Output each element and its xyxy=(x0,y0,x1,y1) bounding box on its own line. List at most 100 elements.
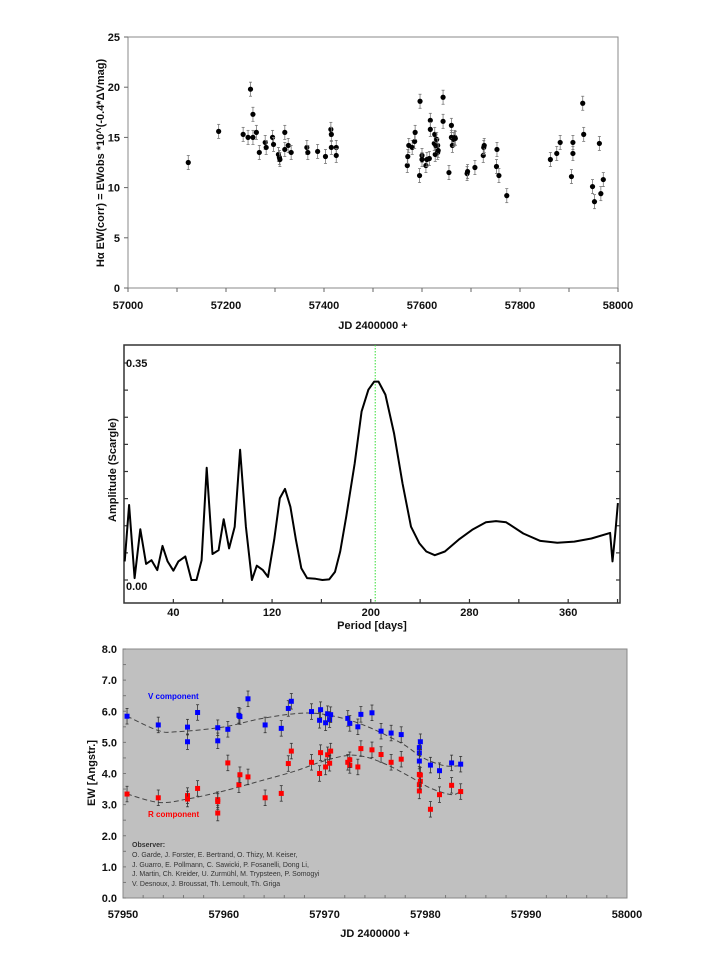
data-point xyxy=(185,796,191,802)
data-point xyxy=(322,153,329,160)
data-point xyxy=(237,714,243,720)
y-axis-title: Hα EW(corr) = EWobs *10^(-0.4*ΔVmag) xyxy=(95,59,107,268)
data-point xyxy=(398,732,404,738)
data-point xyxy=(308,759,314,765)
y-tick-label: 0 xyxy=(114,283,120,295)
data-point xyxy=(282,146,288,153)
data-point xyxy=(416,788,422,794)
data-point xyxy=(591,199,598,205)
x-tick-label: 57400 xyxy=(309,300,340,312)
data-point xyxy=(568,173,575,180)
data-point xyxy=(250,134,256,140)
x-tick-label: 360 xyxy=(559,607,577,619)
data-point xyxy=(305,149,311,156)
data-point xyxy=(262,795,268,801)
x-axis-title: JD 2400000 + xyxy=(338,320,407,332)
observer-line: J. Guarro, E. Pollmann, C. Sawicki, P. F… xyxy=(132,862,309,869)
x-tick-label: 58000 xyxy=(612,909,643,921)
data-point xyxy=(432,131,438,137)
data-point xyxy=(185,724,191,730)
data-point xyxy=(327,760,333,766)
data-point xyxy=(317,717,323,723)
data-point xyxy=(323,764,329,770)
data-point xyxy=(440,118,446,124)
data-point xyxy=(215,810,221,816)
x-axis-title: Period [days] xyxy=(337,620,407,632)
data-point xyxy=(589,183,596,190)
data-point xyxy=(245,134,251,140)
ew-time-series-chart: 57000 57200 57400 57600 57800 58000 0 5 10 15 20 25… xyxy=(95,32,633,332)
y-tick-label: 15 xyxy=(108,132,120,144)
y-tick-label: 8.0 xyxy=(102,644,117,656)
data-point xyxy=(285,705,291,711)
data-point xyxy=(225,760,231,766)
data-point xyxy=(581,131,587,137)
data-point xyxy=(426,155,432,162)
data-point xyxy=(388,730,394,736)
data-point xyxy=(185,739,191,745)
data-point xyxy=(215,725,221,731)
x-tick-label: 57600 xyxy=(407,300,438,312)
data-point xyxy=(398,756,404,762)
data-point xyxy=(416,758,422,764)
x-tick-label: 200 xyxy=(362,607,380,619)
y-axis-title: Amplitude (Scargle) xyxy=(107,418,119,522)
data-point xyxy=(270,141,277,148)
data-point xyxy=(216,128,222,134)
plot-area xyxy=(127,36,619,289)
data-point xyxy=(328,748,334,754)
data-point xyxy=(263,144,269,151)
data-point xyxy=(481,142,487,149)
data-point xyxy=(427,806,433,812)
y-tick-label: 0.35 xyxy=(126,358,147,370)
data-point xyxy=(427,126,433,132)
x-tick-label: 58000 xyxy=(603,300,634,312)
data-point xyxy=(195,785,201,791)
y-tick-label: 10 xyxy=(108,183,120,195)
observer-heading: Observer: xyxy=(132,842,165,849)
data-point xyxy=(155,795,161,801)
data-point xyxy=(458,789,464,795)
data-point xyxy=(427,762,433,768)
y-tick-label: 0.0 xyxy=(102,893,117,905)
data-point xyxy=(554,150,560,157)
data-point xyxy=(378,728,384,734)
data-point xyxy=(347,720,353,726)
y-tick-label: 0.00 xyxy=(126,581,147,593)
data-point xyxy=(325,711,331,717)
x-tick-label: 57000 xyxy=(113,300,144,312)
data-point xyxy=(427,117,433,123)
data-point xyxy=(315,148,321,155)
x-tick-label: 57200 xyxy=(211,300,242,312)
ew-components-chart: 57950 57960 57970 57980 57990 58000 0.0 1.0 2.0 3… xyxy=(86,644,642,940)
data-point xyxy=(155,722,161,728)
data-point xyxy=(496,172,502,179)
data-point xyxy=(124,713,130,719)
legend-r-component: R component xyxy=(148,810,199,819)
data-point xyxy=(318,750,324,756)
data-point xyxy=(185,159,191,166)
data-point xyxy=(195,709,201,715)
y-axis-title: EW [Angstr.] xyxy=(86,740,98,806)
x-tick-label: 57970 xyxy=(309,909,340,921)
data-point xyxy=(369,747,375,753)
data-point xyxy=(449,760,455,766)
data-point xyxy=(423,162,429,169)
x-axis-title: JD 2400000 + xyxy=(340,928,409,940)
x-tick-label: 280 xyxy=(460,607,478,619)
x-tick-label: 57980 xyxy=(410,909,441,921)
y-tick-label: 6.0 xyxy=(102,706,117,718)
data-point xyxy=(409,144,415,151)
data-point xyxy=(333,152,339,159)
data-point xyxy=(412,129,418,135)
data-point xyxy=(318,707,324,713)
observer-line: O. Garde, J. Forster, E. Bertrand, O. Th… xyxy=(132,852,298,859)
data-point xyxy=(416,172,423,179)
data-point xyxy=(570,139,576,146)
data-point xyxy=(250,111,256,117)
data-point xyxy=(446,169,452,176)
data-point xyxy=(504,193,510,199)
data-point xyxy=(598,191,604,197)
observer-line: J. Martin, Ch. Kreider, U. Zurmühl, M. T… xyxy=(132,871,320,878)
